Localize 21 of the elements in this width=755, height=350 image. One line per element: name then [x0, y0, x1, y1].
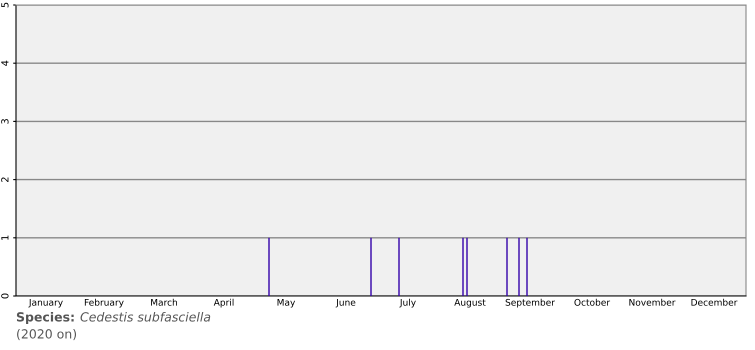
x-tick-label: June — [336, 299, 356, 308]
x-tick-label: October — [574, 298, 610, 306]
y-tick-label: 1 — [1, 236, 8, 240]
y-tick-label: 5 — [1, 2, 9, 8]
x-tick-label: January — [28, 299, 63, 308]
x-tick-label: March — [151, 298, 177, 306]
x-tick-label: August — [454, 299, 486, 308]
y-tick-label: 2 — [1, 177, 8, 182]
y-tick-label: 0 — [1, 294, 9, 298]
x-tick-label: May — [278, 299, 296, 308]
text: Cedestis subfasciella — [80, 312, 210, 322]
x-tick-label: September — [506, 298, 555, 308]
y-tick-label: 3 — [1, 119, 9, 124]
text: (2020 on) — [17, 328, 76, 340]
x-tick-label: November — [629, 298, 676, 306]
y-tick-label: 4 — [1, 60, 8, 66]
x-tick-label: July — [399, 298, 416, 308]
x-tick-label: February — [84, 298, 124, 308]
x-tick-label: April — [214, 298, 234, 308]
text: Species: — [16, 312, 74, 324]
x-tick-label: December — [691, 298, 738, 306]
